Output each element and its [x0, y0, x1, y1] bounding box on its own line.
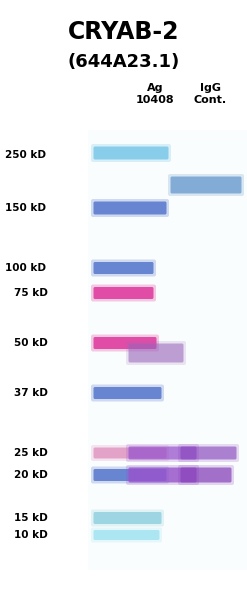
FancyBboxPatch shape: [91, 385, 164, 401]
FancyBboxPatch shape: [178, 444, 239, 462]
FancyBboxPatch shape: [126, 465, 199, 485]
FancyBboxPatch shape: [94, 530, 160, 540]
FancyBboxPatch shape: [91, 445, 169, 461]
FancyBboxPatch shape: [91, 467, 169, 484]
FancyBboxPatch shape: [94, 146, 168, 160]
FancyBboxPatch shape: [178, 465, 234, 485]
FancyBboxPatch shape: [91, 527, 162, 542]
FancyBboxPatch shape: [94, 387, 162, 399]
FancyBboxPatch shape: [128, 343, 184, 362]
FancyBboxPatch shape: [181, 446, 236, 460]
Text: 15 kD: 15 kD: [14, 513, 48, 523]
FancyBboxPatch shape: [91, 509, 164, 527]
FancyBboxPatch shape: [94, 202, 166, 214]
FancyBboxPatch shape: [94, 337, 157, 349]
Text: 100 kD: 100 kD: [5, 263, 46, 273]
FancyBboxPatch shape: [94, 287, 153, 299]
Bar: [88, 130, 247, 570]
FancyBboxPatch shape: [170, 176, 242, 193]
Text: 37 kD: 37 kD: [14, 388, 48, 398]
FancyBboxPatch shape: [91, 335, 159, 352]
Text: CRYAB-2: CRYAB-2: [68, 20, 179, 44]
FancyBboxPatch shape: [91, 199, 169, 217]
Text: 25 kD: 25 kD: [14, 448, 48, 458]
FancyBboxPatch shape: [91, 259, 156, 277]
Text: (644A23.1): (644A23.1): [67, 53, 180, 71]
FancyBboxPatch shape: [128, 467, 197, 482]
Text: 10 kD: 10 kD: [14, 530, 48, 540]
Text: 150 kD: 150 kD: [5, 203, 46, 213]
FancyBboxPatch shape: [94, 469, 166, 481]
FancyBboxPatch shape: [91, 144, 171, 162]
Text: 75 kD: 75 kD: [14, 288, 48, 298]
FancyBboxPatch shape: [94, 512, 162, 524]
Text: IgG
Cont.: IgG Cont.: [193, 83, 226, 105]
Text: 250 kD: 250 kD: [5, 150, 46, 160]
Text: 20 kD: 20 kD: [14, 470, 48, 480]
FancyBboxPatch shape: [181, 467, 231, 482]
FancyBboxPatch shape: [94, 262, 153, 274]
FancyBboxPatch shape: [94, 448, 166, 458]
FancyBboxPatch shape: [168, 174, 244, 196]
FancyBboxPatch shape: [91, 284, 156, 301]
FancyBboxPatch shape: [126, 444, 199, 462]
Text: Ag
10408: Ag 10408: [136, 83, 174, 105]
Text: 50 kD: 50 kD: [14, 338, 48, 348]
FancyBboxPatch shape: [128, 446, 197, 460]
FancyBboxPatch shape: [126, 341, 186, 365]
